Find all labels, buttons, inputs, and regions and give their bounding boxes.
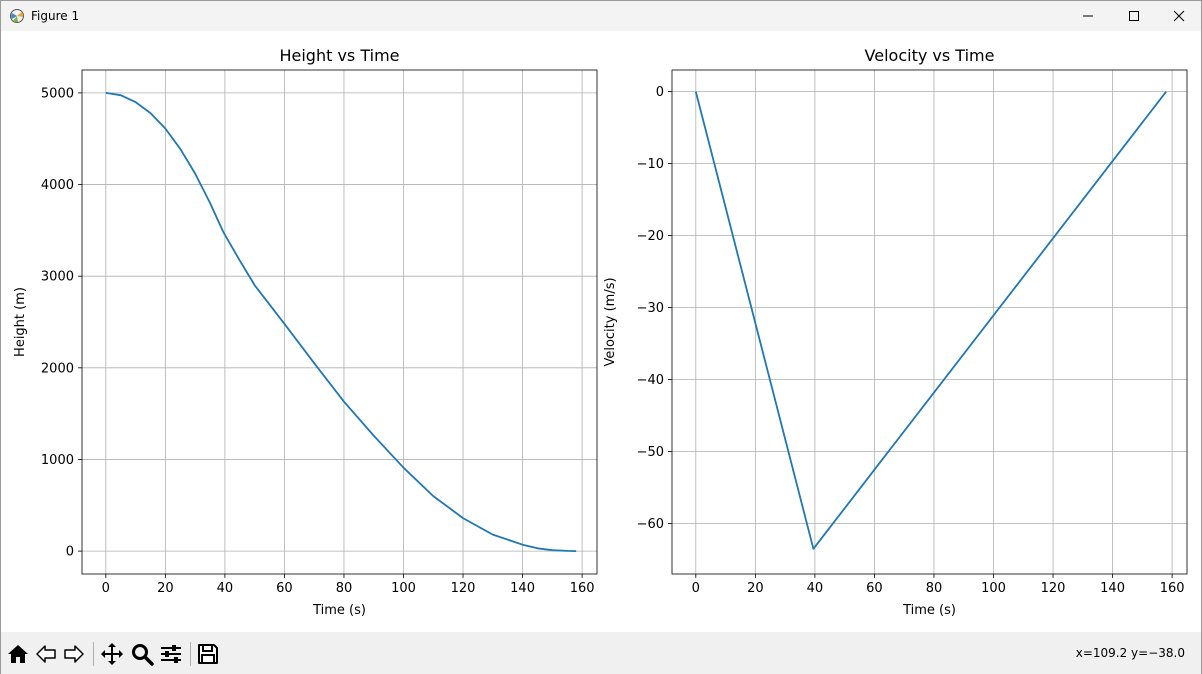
y-tick-label: 3000 [41, 270, 74, 285]
x-tick-label: 0 [102, 581, 110, 596]
minimize-button[interactable] [1065, 1, 1111, 31]
minimize-icon [1083, 15, 1093, 17]
configure-subplots-button[interactable] [157, 640, 185, 668]
toolbar-separator [93, 642, 94, 666]
y-tick-label: −60 [637, 517, 664, 532]
save-icon [198, 644, 218, 664]
configure-subplots-icon [161, 645, 181, 663]
back-button[interactable] [32, 640, 60, 668]
x-tick-label: 100 [981, 581, 1006, 596]
pan-icon [101, 643, 123, 665]
subplot-1: 0 20 40 60 80 100 120 140 160 0 1000 2000 3000 4000 50… [13, 46, 598, 618]
x-tick-label: 40 [217, 581, 234, 596]
window-title: Figure 1 [31, 9, 80, 23]
x-tick-label: 140 [510, 581, 535, 596]
x-tick-label: 80 [336, 581, 353, 596]
save-button[interactable] [194, 640, 222, 668]
y-tick-label: −10 [637, 157, 664, 172]
matplotlib-icon [10, 9, 24, 23]
y-tick-label: −40 [637, 373, 664, 388]
home-button[interactable] [4, 640, 32, 668]
y-tick-label: 2000 [41, 361, 74, 376]
figure-svg: 0 20 40 60 80 100 120 140 1600100020003000400050… [13, 46, 1188, 618]
y-tick-label: 0 [66, 545, 74, 560]
zoom-button[interactable] [128, 640, 156, 668]
x-tick-label: 0 [692, 581, 700, 596]
home-icon [8, 645, 28, 663]
x-tick-label: 20 [157, 581, 174, 596]
x-axis-label: Time (s) [312, 603, 366, 618]
toolbar-separator [190, 642, 191, 666]
forward-button[interactable] [60, 640, 88, 668]
y-axis-label: Velocity (m/s) [603, 277, 618, 366]
series-line [105, 92, 577, 552]
pan-button[interactable] [98, 640, 126, 668]
cursor-coordinates: x=109.2 y=−38.0 [1075, 646, 1185, 660]
navigation-toolbar: x=109.2 y=−38.0 [1, 632, 1201, 674]
x-tick-label: 160 [570, 581, 595, 596]
x-tick-label: 60 [866, 581, 883, 596]
maximize-button[interactable] [1111, 1, 1157, 31]
title-bar: Figure 1 [1, 1, 1201, 31]
x-tick-label: 120 [451, 581, 476, 596]
x-axis-label: Time (s) [902, 603, 956, 618]
x-tick-label: 60 [276, 581, 293, 596]
x-tick-label: 100 [391, 581, 416, 596]
x-tick-label: 160 [1160, 581, 1185, 596]
y-axis-label: Height (m) [13, 287, 28, 357]
x-tick-label: 40 [807, 581, 824, 596]
figure-canvas[interactable]: 0 20 40 60 80 100 120 140 160 0 1000 2000 3000 4000 50… [1, 31, 1201, 632]
y-tick-label: 1000 [41, 453, 74, 468]
maximize-icon [1129, 11, 1139, 21]
close-button[interactable] [1156, 1, 1202, 31]
y-tick-label: 4000 [41, 178, 74, 193]
x-tick-label: 80 [926, 581, 943, 596]
zoom-icon [132, 644, 154, 666]
back-icon [36, 645, 56, 663]
close-icon [1173, 10, 1185, 22]
chart-title: Height vs Time [279, 46, 399, 65]
forward-icon [64, 645, 84, 663]
subplot-2: 0 20 40 60 80 100 120 140 160 0 −10 −20 −30 −40 −50 −60… [603, 46, 1188, 618]
x-tick-label: 140 [1100, 581, 1125, 596]
y-tick-label: 5000 [41, 86, 74, 101]
y-tick-label: −30 [637, 301, 664, 316]
chart-title: Velocity vs Time [865, 46, 995, 65]
y-tick-label: −20 [637, 229, 664, 244]
y-tick-label: −50 [637, 445, 664, 460]
axes-frame [671, 69, 1188, 575]
y-tick-label: 0 [656, 85, 664, 100]
series-line [694, 91, 1167, 550]
x-tick-label: 120 [1041, 581, 1066, 596]
x-tick-label: 20 [747, 581, 764, 596]
axes-frame [81, 69, 598, 575]
